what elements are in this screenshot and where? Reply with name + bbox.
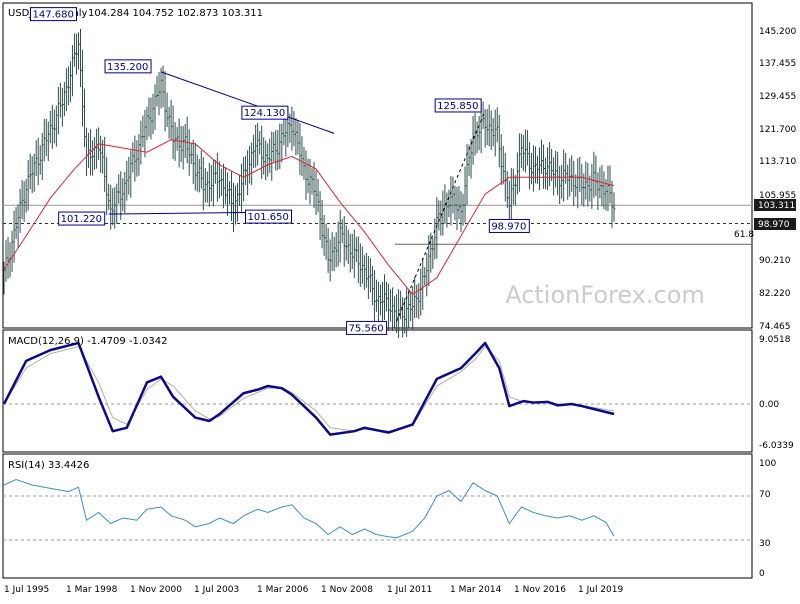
x-axis-label: 1 Nov 2016 [514,585,566,595]
level-callout-box [245,209,293,224]
callout-layer: 147.680 135.200 124.130 125.850 75.560 101.22… [29,7,530,335]
price-axis-label: 90.210 [759,256,791,266]
level-callout-box [58,211,106,226]
level-callout-box [488,218,530,233]
x-axis-label: 1 Jul 1995 [4,585,49,595]
x-axis-label: 1 Jul 2003 [194,585,239,595]
last-price-tag [754,199,796,211]
rsi-gridlines [3,403,752,541]
level-callout-text: 147.680 [32,10,73,21]
price-axis-label: 129.455 [759,92,796,102]
level-callout-text: 124.130 [244,108,285,119]
rsi-line [3,478,615,539]
price-axis-label: 145.200 [759,27,796,37]
rsi-title: RSI(14) 33.4426 [8,460,89,471]
macd-axis-label: 0.00 [759,400,779,410]
level-callout-box [346,320,388,335]
level-callout-box [241,105,289,120]
rsi-axis-label: 100 [759,459,776,469]
x-axis-label: 1 Nov 2000 [130,585,182,595]
moving-average-line [3,139,615,296]
macd-line [2,341,615,436]
level-callout-text: 101.650 [248,212,289,223]
level-callout-text: 135.200 [107,62,148,73]
price-axis-label: 121.700 [759,125,796,135]
level-callout-text: 98.970 [491,221,526,232]
level-callout-text: 101.220 [61,214,102,225]
level-callout-text: 125.850 [437,101,478,112]
macd-title: MACD(12,26,9) -1.4709 -1.0342 [8,336,168,347]
chart-ohlc: 104.284 104.752 102.873 103.311 [88,8,263,19]
level-callout-box [434,98,482,113]
price-axis-label: 82.220 [759,289,791,299]
rsi-panel-frame [2,453,753,579]
last-price-tag-text: 103.311 [758,201,795,211]
trendline [396,110,486,322]
level-callout-box [104,59,152,74]
rsi-layer [3,478,615,539]
x-axis-label: 1 Mar 1998 [66,585,118,595]
price-axis-label: 105.955 [759,191,796,201]
macd-axis-label: 9.0518 [759,335,791,345]
rsi-axis-label: 30 [759,539,771,549]
x-axis-label: 1 Mar 2006 [257,585,309,595]
macd-layer [2,341,615,436]
x-axis-label: 1 Mar 2014 [450,585,502,595]
rsi-axis-label: 70 [759,490,771,500]
price-axis-label: 137.455 [759,59,796,69]
price-layer [3,29,752,338]
level-price-tag [754,218,796,230]
level-price-tag-text: 98.970 [758,220,790,230]
x-axis-label: 1 Jul 2019 [578,585,623,595]
price-axis-label: 74.465 [759,322,791,332]
rsi-axis-label: 0 [759,569,765,579]
watermark: ActionForex.com [505,281,705,309]
level-callout-text: 75.560 [349,323,384,334]
x-axis-label: 1 Jul 2011 [387,585,432,595]
fib-61-8-label: 61.8 [734,230,754,240]
level-callout-box [29,7,77,22]
price-axis-label: 113.710 [759,157,796,167]
macd-axis-label: -6.0339 [759,441,794,451]
x-axis-label: 1 Nov 2008 [321,585,373,595]
trendline [160,71,335,134]
